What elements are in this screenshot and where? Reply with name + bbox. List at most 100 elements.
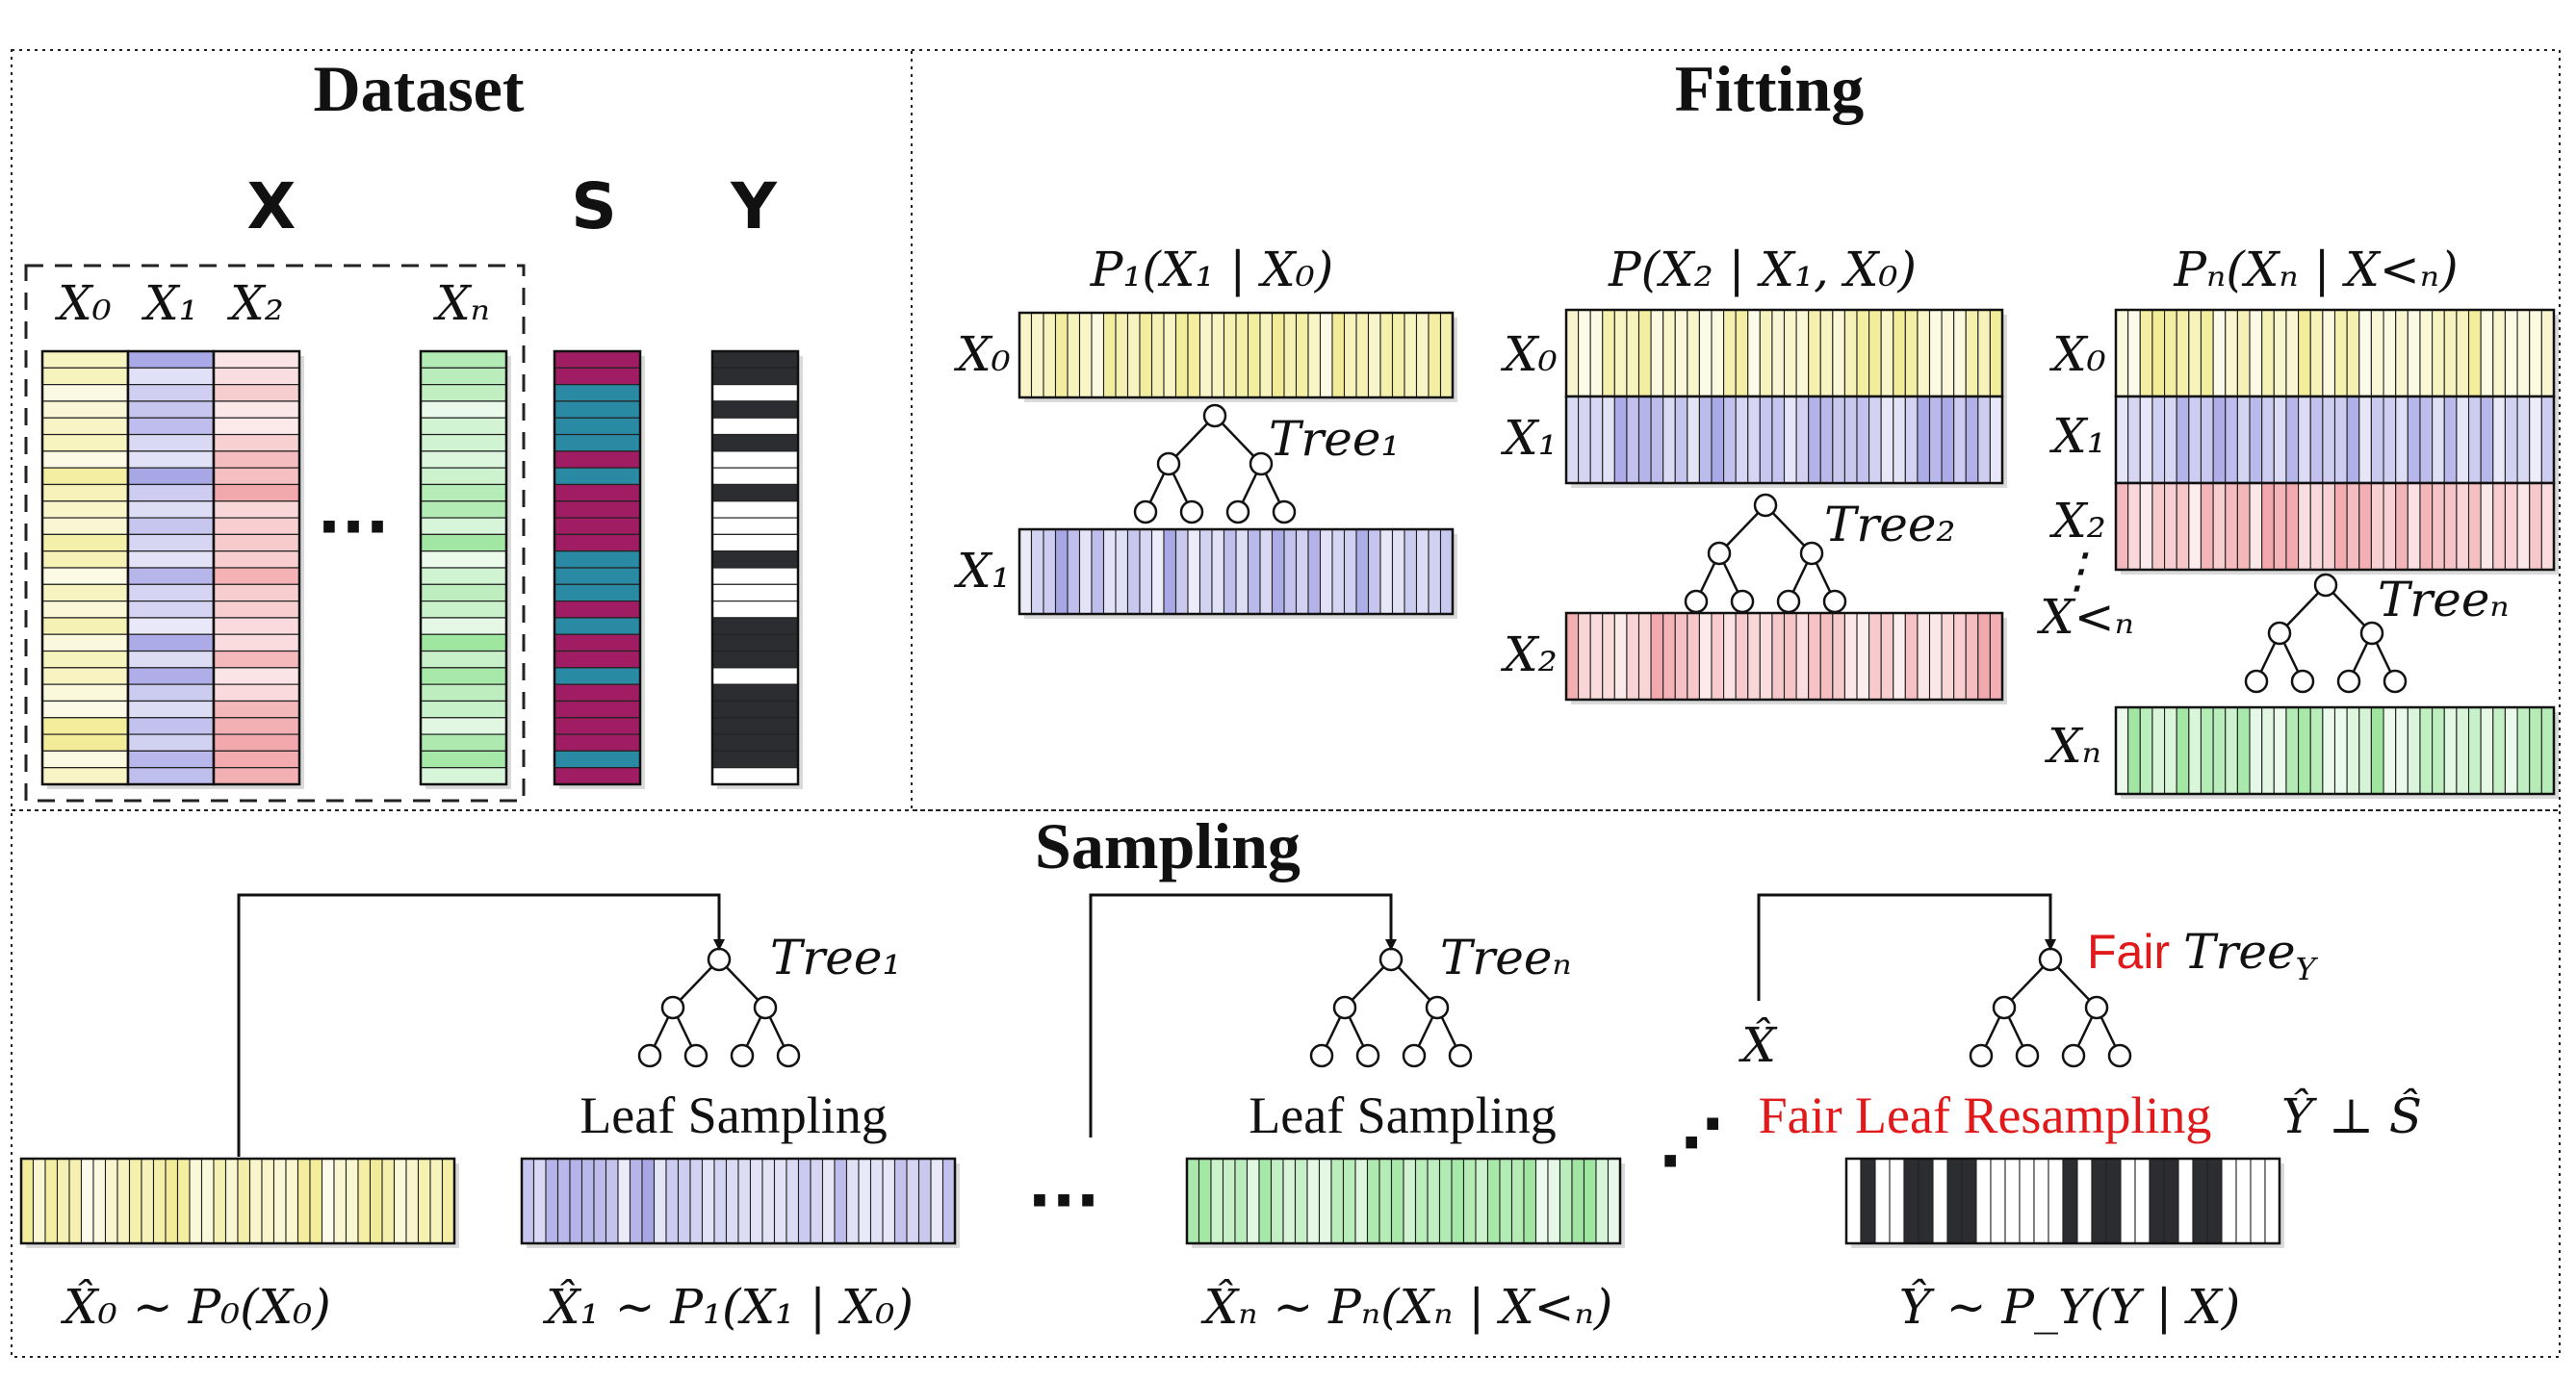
dataset-col-x1-row xyxy=(127,384,215,402)
fit3-strip-xn-cell xyxy=(2370,706,2384,795)
var-label-x0: X₀ xyxy=(54,275,112,331)
fit2-strip-x1-cell xyxy=(1819,396,1834,484)
sample-strip-y-cell xyxy=(2033,1158,2049,1244)
fit2-strip-x0-cell xyxy=(1711,309,1725,397)
fit2-tree-leaf-node xyxy=(1776,589,1801,614)
sample-strip-x0-cell xyxy=(68,1158,83,1244)
fit2-strip-x0-cell xyxy=(1783,309,1797,397)
fit1-strip-x0-cell xyxy=(1235,312,1249,398)
fit3-strip-x2-cell xyxy=(2298,482,2311,571)
fit2-strip-x0-cell xyxy=(1843,309,1858,397)
dataset-col-y-row xyxy=(711,400,799,419)
dataset-col-x0-row xyxy=(41,350,129,369)
sample-strip-x0-cell xyxy=(261,1158,275,1244)
fit1-strip-x0-cell xyxy=(1355,312,1370,398)
fit2-strip-x1-cell xyxy=(1723,396,1737,484)
sample-strip-x0-cell xyxy=(152,1158,167,1244)
fit3-strip-x0-cell xyxy=(2164,309,2177,397)
dataset-col-xn-row xyxy=(420,433,507,452)
fit3-label-x0: X₀ xyxy=(2048,326,2106,382)
fit2-strip-x1-cell xyxy=(1904,396,1919,484)
fit2-tree-label: Tree₂ xyxy=(1824,497,1955,552)
dataset-col-x1-row xyxy=(127,733,215,752)
fit1-strip-x0-cell xyxy=(1102,312,1117,398)
fit3-strip-xn-cell xyxy=(2164,706,2177,795)
sampling-strips xyxy=(19,1157,2284,1248)
sample-strip-x0-cell xyxy=(321,1158,335,1244)
fit1-strip-x0-cell xyxy=(1067,312,1081,398)
dataset-col-s-row xyxy=(554,683,641,703)
fit3-strip-xn-cell xyxy=(2467,706,2482,795)
fit1-strip-x1-cell xyxy=(1319,528,1333,615)
fit2-strip-x2-cell xyxy=(1953,612,1967,701)
sample-strip-xn-cell xyxy=(1499,1158,1513,1244)
dataset-col-xn-row xyxy=(420,700,507,719)
sample-strip-x1-cell xyxy=(906,1158,920,1244)
fit3-strip-x2-cell xyxy=(2419,482,2434,571)
dataset-col-x0-row xyxy=(41,450,129,469)
fit3-strip-xn-cell xyxy=(2407,706,2421,795)
sample-strip-xn-cell xyxy=(1282,1158,1297,1244)
fit2-strip-x2-cell xyxy=(1843,612,1858,701)
fit1-strip-x0-cell xyxy=(1391,312,1405,398)
dataset-col-y-row xyxy=(711,683,799,703)
dataset-col-s-row xyxy=(554,533,641,552)
sample-strip-y-cell xyxy=(2221,1158,2237,1244)
fit3-strip-x1-cell xyxy=(2358,396,2372,484)
dataset-col-xn xyxy=(419,349,511,789)
fit1-strip-x1-cell xyxy=(1379,528,1394,615)
flow-arrow-y xyxy=(1757,893,2056,1001)
fit1-strip-x1-cell xyxy=(1091,528,1105,615)
dataset-col-xn-row xyxy=(420,617,507,635)
sample-strip-x1-cell xyxy=(821,1158,836,1244)
fit2-strip-x2-border xyxy=(1564,611,2004,702)
fit2-strip-x1-cell xyxy=(1953,396,1967,484)
fit2-strip-x2-cell xyxy=(1808,612,1821,701)
fit2-strip-x0-cell xyxy=(1578,309,1591,397)
fit1-tree-inner-node xyxy=(1249,451,1274,476)
fit3-strip-x0-cell xyxy=(2467,309,2482,397)
sampling-ellipsis-horizontal: ··· xyxy=(1027,1163,1099,1238)
fit3-strip-x2-cell xyxy=(2456,482,2470,571)
fit2-strip-x0-cell xyxy=(1771,309,1786,397)
sample-tree-1-inner-node xyxy=(660,995,685,1020)
fit2-tree-inner-node xyxy=(1799,541,1824,566)
fit2-strip-x2-cell xyxy=(1698,612,1713,701)
sample-strip-x0-cell xyxy=(176,1158,191,1244)
fit3-strip-xn-cell xyxy=(2200,706,2214,795)
sample-strip-x1-cell xyxy=(882,1158,896,1244)
fit3-strip-x0-cell xyxy=(2516,309,2531,397)
caption-x1: X̂₁ ∼ P₁(X₁ | X₀) xyxy=(542,1278,914,1335)
dataset-col-x2-row xyxy=(213,400,300,419)
sample-strip-x1-border xyxy=(520,1157,957,1245)
fit2-strip-x2-cell xyxy=(1711,612,1725,701)
fit2-strip-x0-cell xyxy=(1613,309,1628,397)
fit1-strip-x1-cell xyxy=(1067,528,1081,615)
fit3-strip-x2-cell xyxy=(2249,482,2263,571)
fit2-strip-x1-cell xyxy=(1626,396,1640,484)
fit2-strip-x2-cell xyxy=(1578,612,1591,701)
fit3-strip-x1-cell xyxy=(2164,396,2177,484)
dataset-col-x1-row xyxy=(127,367,215,386)
fit3-strip-x1-cell xyxy=(2419,396,2434,484)
fit2-strip-x0-cell xyxy=(1662,309,1676,397)
dataset-col-x2-row xyxy=(213,717,300,735)
dataset-col-x2-row xyxy=(213,350,300,369)
fit2-strip-x0-cell xyxy=(1977,309,1991,397)
fit3-strip-x0-cell xyxy=(2333,309,2348,397)
sample-strip-y xyxy=(1844,1157,2284,1248)
sample-strip-y-cell xyxy=(1918,1158,1934,1244)
fit3-strip-xn-cell xyxy=(2358,706,2372,795)
fit1-strip-x1-cell xyxy=(1247,528,1261,615)
sample-strip-x1-cell xyxy=(941,1158,956,1244)
dataset-col-y-row xyxy=(711,417,799,436)
feature-group-dashed-box xyxy=(24,264,526,803)
fit2-tree-leaf-node xyxy=(1730,589,1755,614)
fit2-strip-x2-cell xyxy=(1637,612,1652,701)
fit3-strip-x2-cell xyxy=(2164,482,2177,571)
fit2-strip-x2-cell xyxy=(1650,612,1664,701)
dataset-col-s-row xyxy=(554,483,641,502)
sample-tree-1-root-node xyxy=(707,947,732,972)
fit1-strip-x0-cell xyxy=(1139,312,1153,398)
fit2-strip-x0-cell xyxy=(1735,309,1749,397)
